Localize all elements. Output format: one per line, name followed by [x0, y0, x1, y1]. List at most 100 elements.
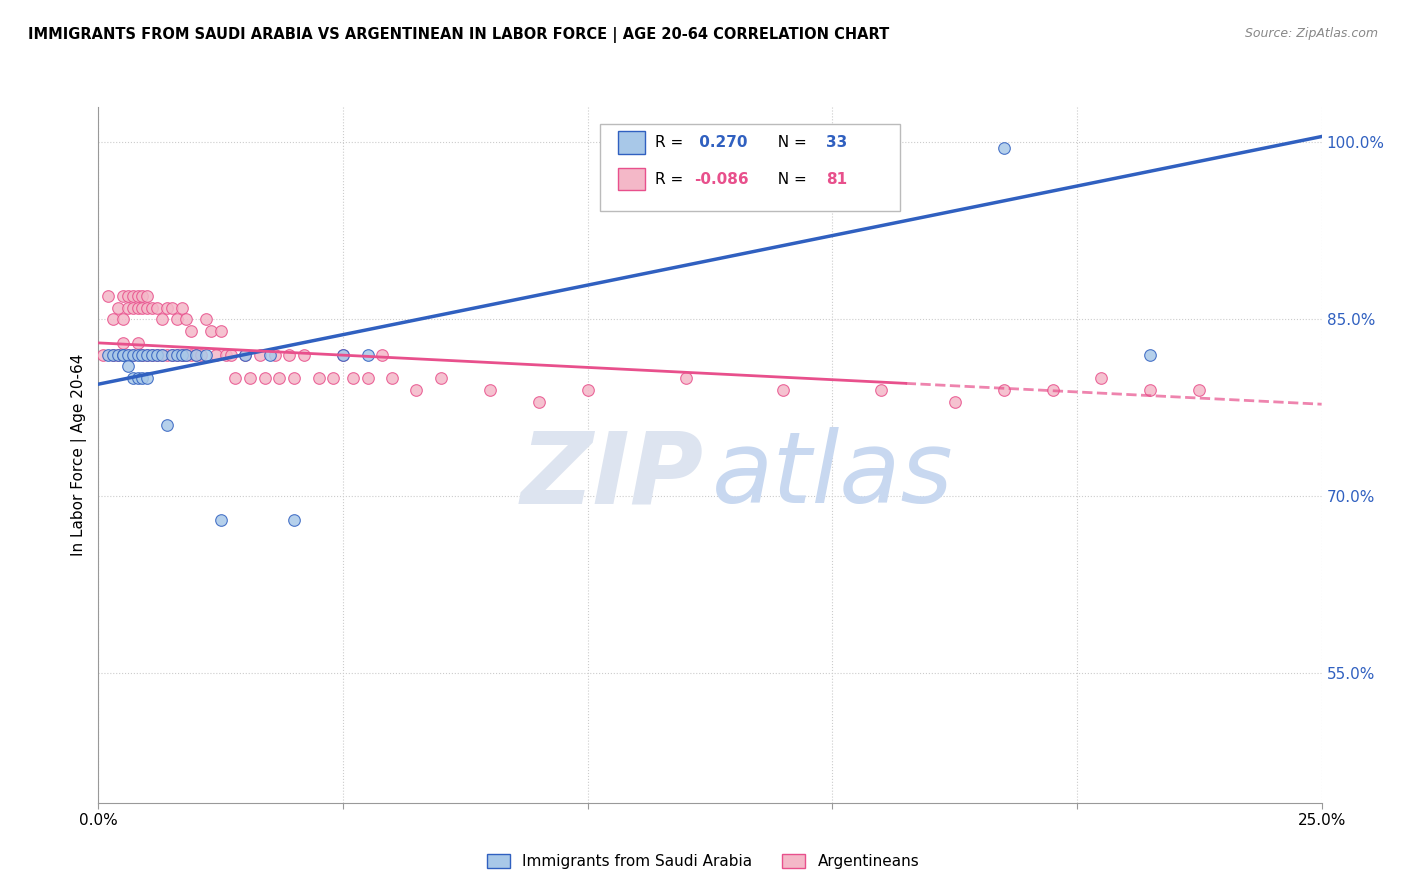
Point: [478, 383, 501, 397]
Point: [101, 312, 124, 326]
Text: Source: ZipAtlas.com: Source: ZipAtlas.com: [1244, 27, 1378, 40]
Text: R =: R =: [655, 135, 688, 150]
Point: [136, 371, 159, 385]
Point: [1139, 383, 1161, 397]
Point: [332, 348, 354, 362]
Point: [91, 348, 114, 362]
Point: [136, 289, 159, 303]
Text: N =: N =: [768, 171, 811, 186]
Point: [166, 348, 188, 362]
Point: [121, 301, 143, 315]
Point: [141, 348, 163, 362]
Point: [430, 371, 453, 385]
Point: [97, 348, 120, 362]
Point: [186, 348, 208, 362]
Point: [117, 289, 139, 303]
Point: [150, 348, 173, 362]
Point: [322, 371, 344, 385]
Point: [107, 348, 129, 362]
Point: [146, 348, 169, 362]
Point: [195, 348, 218, 362]
Point: [136, 301, 159, 315]
Point: [131, 348, 153, 362]
Text: -0.086: -0.086: [695, 171, 749, 186]
Point: [136, 348, 159, 362]
Point: [101, 348, 124, 362]
Point: [156, 348, 179, 362]
Point: [342, 371, 364, 385]
Point: [186, 348, 208, 362]
Point: [127, 335, 149, 350]
Point: [292, 348, 315, 362]
Point: [1139, 348, 1161, 362]
Point: [356, 348, 378, 362]
Point: [121, 289, 143, 303]
Legend: Immigrants from Saudi Arabia, Argentineans: Immigrants from Saudi Arabia, Argentinea…: [481, 848, 925, 875]
Point: [136, 348, 159, 362]
Point: [308, 371, 330, 385]
Point: [121, 348, 143, 362]
Point: [1042, 383, 1064, 397]
Point: [156, 301, 179, 315]
Point: [219, 348, 242, 362]
Point: [131, 348, 153, 362]
Point: [146, 348, 169, 362]
Point: [283, 371, 305, 385]
Point: [176, 348, 198, 362]
Point: [170, 301, 193, 315]
Point: [253, 371, 276, 385]
Point: [190, 348, 212, 362]
Point: [381, 371, 404, 385]
Point: [131, 301, 153, 315]
FancyBboxPatch shape: [619, 131, 645, 153]
Point: [146, 301, 169, 315]
Point: [121, 348, 143, 362]
Point: [209, 513, 232, 527]
Point: [356, 371, 378, 385]
Text: ZIP: ZIP: [520, 427, 703, 524]
Point: [107, 301, 129, 315]
Text: 0.270: 0.270: [695, 135, 748, 150]
Point: [111, 312, 134, 326]
Point: [121, 371, 143, 385]
Point: [278, 348, 301, 362]
Point: [1188, 383, 1211, 397]
Point: [150, 348, 173, 362]
Point: [943, 395, 966, 409]
Point: [117, 348, 139, 362]
Point: [214, 348, 236, 362]
Point: [176, 312, 198, 326]
Point: [111, 348, 134, 362]
Point: [993, 141, 1015, 155]
Point: [117, 348, 139, 362]
FancyBboxPatch shape: [600, 124, 900, 211]
Point: [176, 348, 198, 362]
Y-axis label: In Labor Force | Age 20-64: In Labor Force | Age 20-64: [72, 354, 87, 556]
Point: [160, 301, 183, 315]
Point: [224, 371, 246, 385]
Point: [127, 301, 149, 315]
Point: [239, 371, 262, 385]
Point: [527, 395, 550, 409]
Point: [111, 289, 134, 303]
Point: [195, 312, 218, 326]
Point: [127, 371, 149, 385]
Point: [117, 301, 139, 315]
Point: [371, 348, 394, 362]
Point: [101, 348, 124, 362]
Text: 81: 81: [827, 171, 848, 186]
Point: [993, 383, 1015, 397]
Point: [332, 348, 354, 362]
Point: [166, 348, 188, 362]
Point: [259, 348, 281, 362]
Point: [150, 312, 173, 326]
Point: [131, 371, 153, 385]
Point: [160, 348, 183, 362]
Point: [180, 348, 202, 362]
Point: [111, 348, 134, 362]
Point: [1090, 371, 1112, 385]
Point: [233, 348, 256, 362]
Point: [870, 383, 893, 397]
Point: [405, 383, 427, 397]
Point: [675, 371, 697, 385]
